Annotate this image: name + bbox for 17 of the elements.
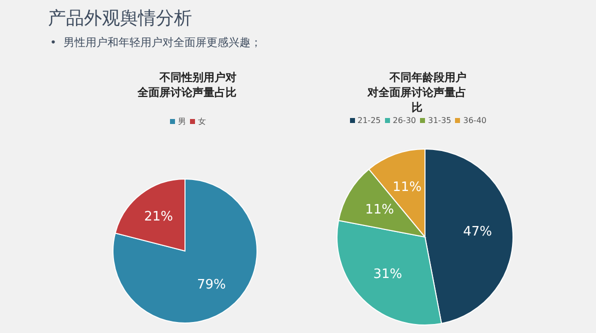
data-label: 31% (373, 266, 402, 282)
pie-slice (112, 178, 258, 324)
data-label: 11% (392, 180, 422, 195)
data-label: 11% (365, 202, 394, 218)
data-label: 21% (144, 209, 173, 224)
data-label: 47% (463, 224, 492, 240)
legend-label: 男 (177, 117, 186, 126)
chart-title: 不同性别用户对全面屏讨论声量占比 (138, 70, 236, 100)
data-label: 79% (197, 278, 226, 293)
legend-label: 31-35 (427, 116, 452, 125)
legend-label: 26-30 (392, 116, 416, 125)
legend-label: 女 (197, 117, 206, 126)
legend-label: 36-40 (462, 116, 486, 125)
text: 产品外观舆情分析 (48, 7, 192, 30)
chart-title: 不同年龄段用户对全面屏讨论声量占比 (368, 70, 466, 115)
text: • 男性用户和年轻用户对全面屏更感兴趣； (50, 35, 262, 50)
legend-label: 21-25 (356, 116, 381, 125)
